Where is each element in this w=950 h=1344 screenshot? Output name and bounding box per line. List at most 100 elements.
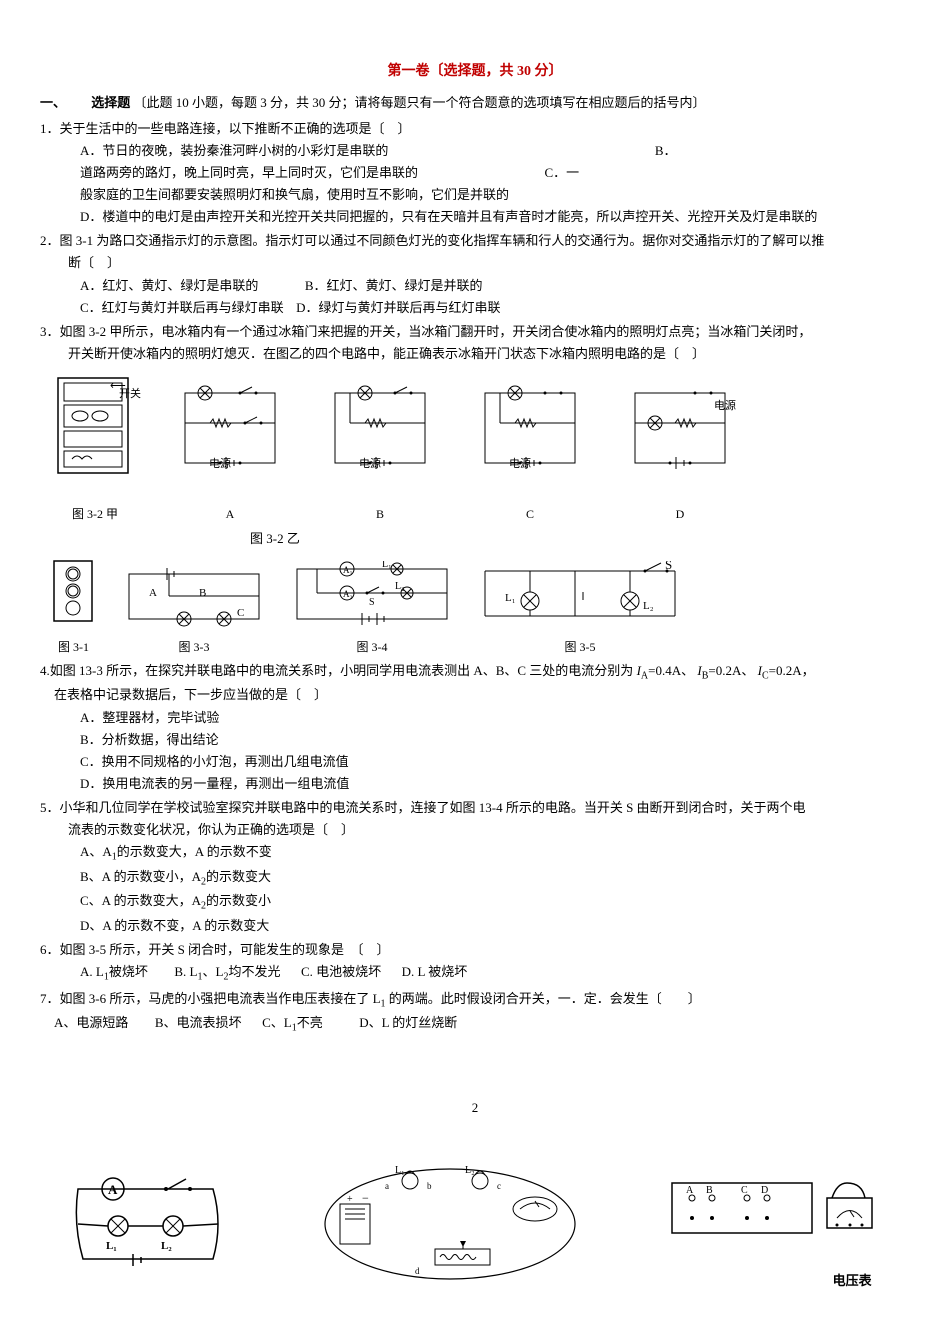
q4-optB: B．分析数据，得出结论 <box>40 729 910 751</box>
svg-text:L₁: L₁ <box>106 1240 117 1252</box>
q5-optB: B、A 的示数变小，A2的示数变大 <box>40 866 910 891</box>
q3-diagrams: ⟵ 开关 图 3-2 甲 电源 A <box>50 373 910 524</box>
question-1: 1．关于生活中的一些电路连接，以下推断不正确的选项是〔 〕 A．节日的夜晚，装扮… <box>40 118 910 228</box>
svg-text:b: b <box>427 1181 432 1191</box>
q5-optA-post: 的示数变大，A 的示数不变 <box>117 844 272 859</box>
q5-stem2: 流表的示数变化状况，你认为正确的选项是〔 〕 <box>40 819 910 841</box>
fridge-diagram: ⟵ 开关 图 3-2 甲 <box>50 373 140 524</box>
q4-stem-pre: 4.如图 13-3 所示，在探究并联电路中的电流关系时，小明同学用电流表测出 A… <box>40 663 637 678</box>
fig-3-1: 图 3-1 <box>46 637 101 657</box>
bottom-mid-svg: +− L₁ ab L₂ c d <box>315 1159 585 1289</box>
q5-optB-post: 的示数变大 <box>206 869 271 884</box>
q4-IC-val: =0.2A， <box>769 663 815 678</box>
q7-optC-post: 不亮 <box>297 1015 323 1030</box>
q1-optC-row: 般家庭的卫生间都要安装照明灯和换气扇，使用时互不影响，它们是并联的 <box>40 184 910 206</box>
bottom-fig-right: A B C D 电压表 <box>662 1163 892 1292</box>
source-D-label: 电源 <box>714 400 736 412</box>
q5-optA-pre: A、A <box>80 844 112 859</box>
question-4: 4.如图 13-3 所示，在探究并联电路中的电流关系时，小明同学用电流表测出 A… <box>40 660 910 795</box>
q1-optA-row: A．节日的夜晚，装扮秦淮河畔小树的小彩灯是串联的 B． <box>40 140 910 162</box>
question-3: 3．如图 3-2 甲所示，电冰箱内有一个通过冰箱门来把握的开关，当冰箱门翻开时，… <box>40 321 910 550</box>
q6-optA-post: 被烧坏 <box>109 964 148 979</box>
traffic-light-diagram: 图 3-1 <box>46 556 101 658</box>
q1-optB-prefix: B． <box>655 143 677 158</box>
q4-IB-val: =0.2A、 <box>708 663 754 678</box>
q7-optA: A、电源短路 <box>54 1015 128 1030</box>
q1-optD: D．楼道中的电灯是由声控开关和光控开关共同把握的，只有在天暗并且有声音时才能亮，… <box>40 206 910 228</box>
svg-text:−: − <box>362 1191 369 1205</box>
q5-optC-post: 的示数变小 <box>206 893 271 908</box>
question-2: 2．图 3-1 为路口交通指示灯的示意图。指示灯可以通过不同颜色灯光的变化指挥车… <box>40 230 910 318</box>
q2-optA: A．红灯、黄灯、绿灯是串联的 <box>80 278 258 293</box>
source-A: 电源 <box>209 458 231 470</box>
bottom-right-svg: A B C D <box>662 1163 892 1263</box>
q5-optA: A、A1的示数变大，A 的示数不变 <box>40 841 910 866</box>
label-D: D <box>620 504 740 524</box>
svg-text:L₁: L₁ <box>505 592 516 604</box>
exam-header: 第一卷〔选择题，共 30 分〕 <box>40 60 910 84</box>
q7-optC-pre: C、L <box>262 1015 292 1030</box>
svg-text:A: A <box>108 1182 118 1197</box>
q1-optB-body: 道路两旁的路灯，晚上同时亮，早上同时灭，它们是串联的 <box>80 165 418 180</box>
q2-opts-row2: C．红灯与黄灯并联后再与绿灯串联 D．绿灯与黄灯并联后再与红灯串联 <box>40 297 910 319</box>
svg-text:S: S <box>369 597 375 608</box>
q7-stem: 7．如图 3-6 所示，马虎的小强把电流表当作电压表接在了 L1 的两端。此时假… <box>40 988 910 1013</box>
q6-optB-mid: 、L <box>202 964 223 979</box>
fig35-svg: S L₁ L₂ <box>475 561 685 631</box>
q2-optD: D．绿灯与黄灯并联后再与红灯串联 <box>296 300 500 315</box>
q6-optB-pre: B. L <box>174 964 197 979</box>
fig-3-2-jia: 图 3-2 甲 <box>50 504 140 524</box>
svg-text:a: a <box>385 1181 389 1191</box>
q1-optB-row: 道路两旁的路灯，晚上同时亮，早上同时灭，它们是串联的 C．一 <box>40 162 910 184</box>
switch-text: 开关 <box>119 388 141 400</box>
circuit-C: 电源 C <box>470 383 590 524</box>
source-C: 电源 <box>509 458 531 470</box>
q4-IA-val: =0.4A、 <box>648 663 694 678</box>
svg-text:c: c <box>497 1181 501 1191</box>
label-A: A <box>170 504 290 524</box>
q5-optB-pre: B、A 的示数变小，A <box>80 869 201 884</box>
q4-stem: 4.如图 13-3 所示，在探究并联电路中的电流关系时，小明同学用电流表测出 A… <box>40 660 910 685</box>
diagram-row-2: 图 3-1 A B C 图 3-3 A₁ L₁ <box>46 556 910 658</box>
fig-3-2-yi: 图 3-2 乙 <box>250 528 910 550</box>
svg-text:L₁: L₁ <box>395 1165 405 1176</box>
q6-stem: 6．如图 3-5 所示，开关 S 闭合时，可能发生的现象是 〔 〕 <box>40 939 910 961</box>
svg-text:C: C <box>237 607 244 619</box>
page-number: 2 <box>40 1097 910 1119</box>
q5-stem: 5．小华和几位同学在学校试验室探究并联电路中的电流关系时，连接了如图 13-4 … <box>40 797 910 819</box>
svg-text:B: B <box>706 1185 713 1196</box>
bottom-fig-middle: +− L₁ ab L₂ c d <box>315 1159 585 1296</box>
q1-stem: 1．关于生活中的一些电路连接，以下推断不正确的选项是〔 〕 <box>40 118 910 140</box>
q4-stem2: 在表格中记录数据后，下一步应当做的是〔 〕 <box>40 684 910 706</box>
svg-text:A: A <box>149 587 157 599</box>
q5-optC-pre: C、A 的示数变大，A <box>80 893 201 908</box>
svg-text:L₂: L₂ <box>643 600 654 612</box>
q6-optB-post: 均不发光 <box>228 964 280 979</box>
question-6: 6．如图 3-5 所示，开关 S 闭合时，可能发生的现象是 〔 〕 A. L1被… <box>40 939 910 986</box>
question-7: 7．如图 3-6 所示，马虎的小强把电流表当作电压表接在了 L1 的两端。此时假… <box>40 988 910 1037</box>
circuit-B: 电源 B <box>320 383 440 524</box>
bottom-fig-left: A L₁ L₂ <box>58 1164 238 1291</box>
fig-3-5-diagram: S L₁ L₂ 图 3-5 <box>475 561 685 658</box>
q4-IC-sub: C <box>762 670 769 681</box>
q7-stem-post: 的两端。此时假设闭合开关，一．定．会发生〔 〕 <box>386 991 701 1006</box>
q7-stem-pre: 7．如图 3-6 所示，马虎的小强把电流表当作电压表接在了 L <box>40 991 381 1006</box>
q3-stem2: 开关断开使冰箱内的照明灯熄灭．在图乙的四个电路中，能正确表示冰箱开门状态下冰箱内… <box>40 343 910 365</box>
circuit-D-svg <box>620 383 740 483</box>
label-B: B <box>320 504 440 524</box>
label-C: C <box>470 504 590 524</box>
q2-opts-row1: A．红灯、黄灯、绿灯是串联的 B．红灯、黄灯、绿灯是并联的 <box>40 275 910 297</box>
svg-text:L₂: L₂ <box>465 1165 475 1176</box>
circuit-D: 电源 D <box>620 383 740 524</box>
q6-optD: D. L 被烧坏 <box>402 964 468 979</box>
question-5: 5．小华和几位同学在学校试验室探究并联电路中的电流关系时，连接了如图 13-4 … <box>40 797 910 937</box>
fig-3-3-diagram: A B C 图 3-3 <box>119 566 269 658</box>
q4-optA: A．整理器材，完毕试验 <box>40 707 910 729</box>
section-num: 一、 <box>40 95 66 110</box>
q2-optB: B．红灯、黄灯、绿灯是并联的 <box>305 278 483 293</box>
svg-text:A: A <box>686 1185 694 1196</box>
fig-3-4-diagram: A₁ L₁ A₂ S L₂ 图 3-4 <box>287 561 457 658</box>
svg-text:L₁: L₁ <box>382 561 392 570</box>
q2-stem2: 断〔 〕 <box>40 252 910 274</box>
fig34-svg: A₁ L₁ A₂ S L₂ <box>287 561 457 631</box>
